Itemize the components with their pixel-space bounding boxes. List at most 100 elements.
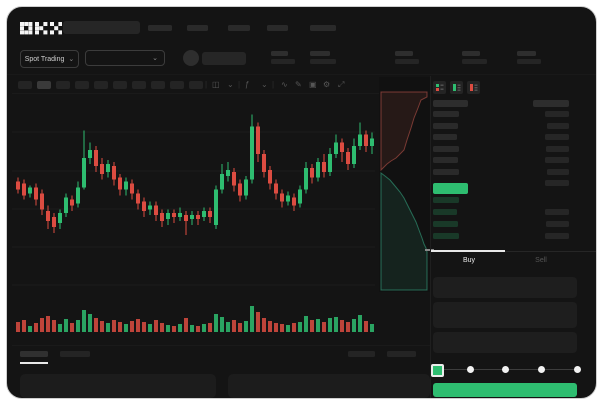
- bottom-right-control-2[interactable]: [387, 351, 416, 357]
- okx-logo: [20, 22, 62, 35]
- orderbook-header-price: [433, 100, 468, 107]
- bid-row-amount[interactable]: [545, 233, 569, 239]
- orderbook-asks-icon[interactable]: [467, 81, 480, 94]
- stat-label-4: [462, 51, 480, 56]
- timeframe-button-9[interactable]: [170, 81, 184, 89]
- bid-row-price[interactable]: [433, 221, 458, 227]
- orderbook-header-amount: [533, 100, 569, 107]
- slider-dot-1[interactable]: [466, 366, 474, 373]
- bottom-right-control-1[interactable]: [348, 351, 375, 357]
- ask-row-price[interactable]: [433, 134, 457, 140]
- timeframe-button-4[interactable]: [75, 81, 89, 89]
- bottom-tab-active-indicator: [20, 362, 48, 364]
- stat-label-3: [395, 51, 413, 56]
- stat-value-1: [271, 59, 295, 64]
- order-input-1[interactable]: [433, 277, 577, 298]
- timeframe-button-3[interactable]: [56, 81, 70, 89]
- ask-row-amount[interactable]: [545, 180, 569, 186]
- indicators-icon[interactable]: ƒ: [245, 80, 250, 89]
- divider: |: [272, 80, 275, 89]
- ask-row-amount[interactable]: [545, 157, 569, 163]
- bottom-panel-1: [20, 374, 216, 398]
- timeframe-button-8[interactable]: [151, 81, 165, 89]
- toolbar-divider: [12, 93, 430, 94]
- bid-row-amount[interactable]: [546, 221, 569, 227]
- ask-row-amount[interactable]: [547, 168, 569, 175]
- line-tool-icon[interactable]: ∿: [281, 80, 288, 89]
- stat-label-1: [271, 51, 288, 56]
- candle-style-icon[interactable]: ◫: [212, 80, 220, 89]
- nav-item-4[interactable]: [267, 25, 288, 31]
- chevron-down-icon[interactable]: ⌄: [261, 80, 268, 89]
- market-type-selector[interactable]: Spot Trading ⌄: [20, 50, 79, 68]
- chevron-down-icon: ⌄: [152, 54, 158, 62]
- orderbook-bids-icon[interactable]: [450, 81, 463, 94]
- nav-item-3[interactable]: [228, 25, 250, 31]
- timeframe-button-2[interactable]: [37, 81, 51, 89]
- stat-value-2: [310, 59, 336, 64]
- submit-order-button[interactable]: [433, 383, 577, 397]
- pair-selector[interactable]: ⌄: [85, 50, 165, 66]
- ask-row-price[interactable]: [433, 111, 459, 117]
- ask-row-price[interactable]: [433, 145, 459, 152]
- market-type-label: Spot Trading: [24, 55, 65, 63]
- bid-row-amount[interactable]: [545, 209, 569, 215]
- order-input-2[interactable]: [433, 302, 577, 328]
- bottom-tab-1[interactable]: [20, 351, 48, 357]
- amount-slider-handle[interactable]: [431, 364, 444, 377]
- active-tab-indicator: [431, 250, 505, 252]
- stat-value-5: [517, 59, 541, 64]
- nav-item-2[interactable]: [187, 25, 208, 31]
- timeframe-button-1[interactable]: [18, 81, 32, 89]
- tabbar-divider: [431, 251, 596, 252]
- slider-dot-3[interactable]: [537, 366, 545, 373]
- nav-item-1[interactable]: [148, 25, 172, 31]
- pair-name-placeholder: [202, 52, 246, 65]
- app-window: Spot Trading ⌄ ⌄ | ◫ ⌄ | ƒ ⌄ | ∿ ✎ ▣ ⚙ ⤢: [6, 6, 597, 399]
- timeframe-button-5[interactable]: [94, 81, 108, 89]
- search-input[interactable]: [63, 21, 140, 34]
- panel-divider: [430, 76, 431, 398]
- slider-dot-4[interactable]: [573, 366, 581, 373]
- fullscreen-icon[interactable]: ⤢: [338, 80, 345, 89]
- window-content: Spot Trading ⌄ ⌄ | ◫ ⌄ | ƒ ⌄ | ∿ ✎ ▣ ⚙ ⤢: [6, 6, 597, 399]
- ask-row-price[interactable]: [433, 122, 458, 129]
- chevron-down-icon[interactable]: ⌄: [227, 80, 234, 89]
- stat-label-2: [310, 51, 330, 56]
- tab-sell[interactable]: Sell: [535, 257, 547, 264]
- divider: |: [238, 80, 241, 89]
- candlestick-chart[interactable]: [6, 6, 597, 399]
- token-avatar: [183, 50, 199, 66]
- nav-item-5[interactable]: [310, 25, 336, 31]
- last-price-bar: [433, 183, 468, 194]
- header-divider: [7, 74, 596, 75]
- tab-buy[interactable]: Buy: [462, 257, 476, 264]
- snapshot-icon[interactable]: ▣: [309, 80, 317, 89]
- divider: |: [205, 80, 208, 89]
- ask-row-amount[interactable]: [545, 134, 569, 140]
- draw-icon[interactable]: ✎: [295, 80, 302, 89]
- settings-icon[interactable]: ⚙: [323, 80, 331, 89]
- bid-row-price[interactable]: [433, 233, 459, 239]
- stat-label-5: [517, 51, 536, 56]
- slider-dot-2[interactable]: [501, 366, 509, 373]
- timeframe-button-10[interactable]: [189, 81, 203, 89]
- timeframe-button-6[interactable]: [113, 81, 127, 89]
- stat-value-3: [395, 59, 419, 64]
- bottom-panel-2: [228, 374, 430, 398]
- timeframe-button-7[interactable]: [132, 81, 146, 89]
- order-input-3[interactable]: [433, 332, 577, 353]
- ask-row-price[interactable]: [433, 157, 458, 163]
- bottom-divider: [12, 345, 430, 346]
- ask-row-amount[interactable]: [547, 122, 569, 129]
- ask-row-amount[interactable]: [545, 111, 569, 117]
- orderbook-both-icon[interactable]: [433, 81, 446, 94]
- ask-row-amount[interactable]: [546, 145, 569, 152]
- bid-row-price[interactable]: [433, 209, 457, 215]
- bottom-tab-2[interactable]: [60, 351, 90, 357]
- chevron-down-icon: ⌄: [68, 55, 75, 63]
- bid-row-price[interactable]: [433, 197, 459, 203]
- ask-row-price[interactable]: [433, 168, 459, 175]
- stat-value-4: [462, 59, 487, 64]
